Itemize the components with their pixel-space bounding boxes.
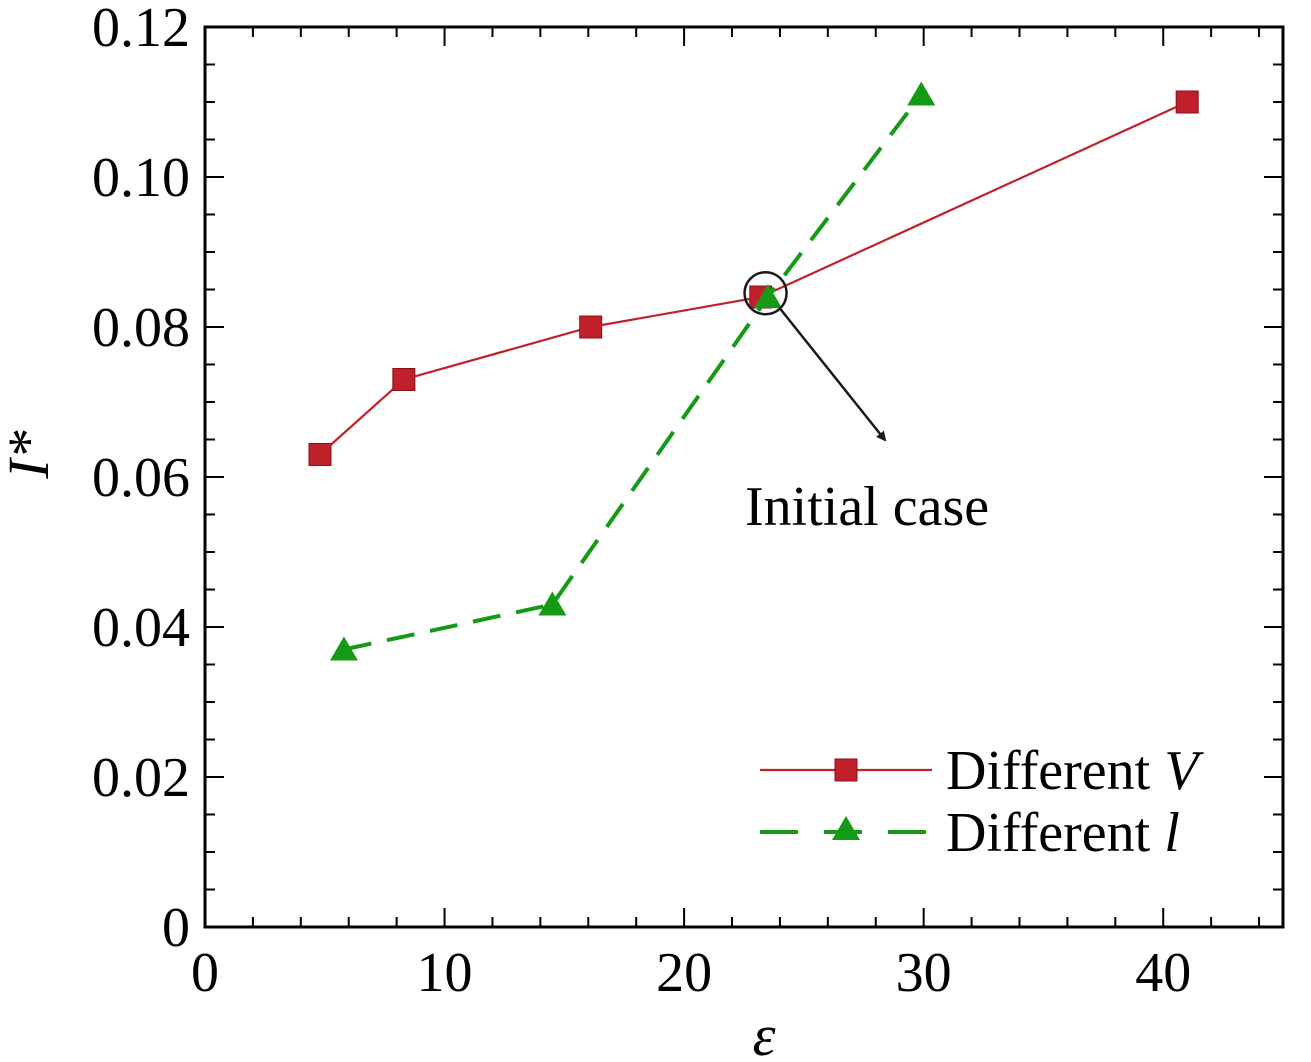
- y-tick-label: 0.10: [92, 147, 190, 209]
- y-tick-label: 0.06: [92, 447, 190, 509]
- legend-marker: [834, 758, 858, 782]
- legend-label-variable: V: [1164, 740, 1204, 802]
- x-tick-label: 40: [1135, 942, 1191, 1004]
- annotation-layer: Initial case: [743, 271, 989, 538]
- data-point: [753, 284, 782, 308]
- y-axis-title: I*: [0, 430, 61, 479]
- legend-label-variable: l: [1164, 802, 1180, 864]
- legend-entry-different-v: Different V: [760, 740, 1204, 802]
- legend-marker: [832, 816, 860, 840]
- legend-label-prefix: Different: [946, 802, 1164, 864]
- x-tick-label: 20: [656, 942, 712, 1004]
- data-point: [579, 315, 603, 339]
- y-tick-label: 0.12: [92, 0, 190, 59]
- x-tick-label: 30: [896, 942, 952, 1004]
- series-line: [319, 100, 1188, 456]
- y-tick-label: 0: [162, 897, 190, 959]
- initial-case-circle: [743, 271, 788, 316]
- legend-label: Different l: [946, 802, 1180, 864]
- x-tick-label: 10: [417, 942, 473, 1004]
- series-different-l: [329, 81, 936, 661]
- legend-entry-different-l: Different l: [760, 802, 1180, 864]
- x-tick-label: 0: [191, 942, 219, 1004]
- legend-label: Different V: [946, 740, 1204, 802]
- y-tick-label: 0.02: [92, 747, 190, 809]
- x-axis-title: ε: [753, 1003, 776, 1062]
- series-layer: [308, 81, 1199, 661]
- annotation-arrow: [779, 308, 887, 442]
- y-tick-label: 0.04: [92, 597, 190, 659]
- series-line: [343, 93, 923, 652]
- annotation-label: Initial case: [745, 476, 989, 538]
- legend-label-prefix: Different: [946, 740, 1164, 802]
- y-tick-label: 0.08: [92, 297, 190, 359]
- data-point: [907, 81, 936, 106]
- data-point: [308, 443, 332, 466]
- data-point: [392, 368, 416, 391]
- data-point: [538, 591, 567, 616]
- data-point: [329, 636, 358, 661]
- series-different-v: [308, 90, 1199, 466]
- data-point: [1175, 90, 1199, 114]
